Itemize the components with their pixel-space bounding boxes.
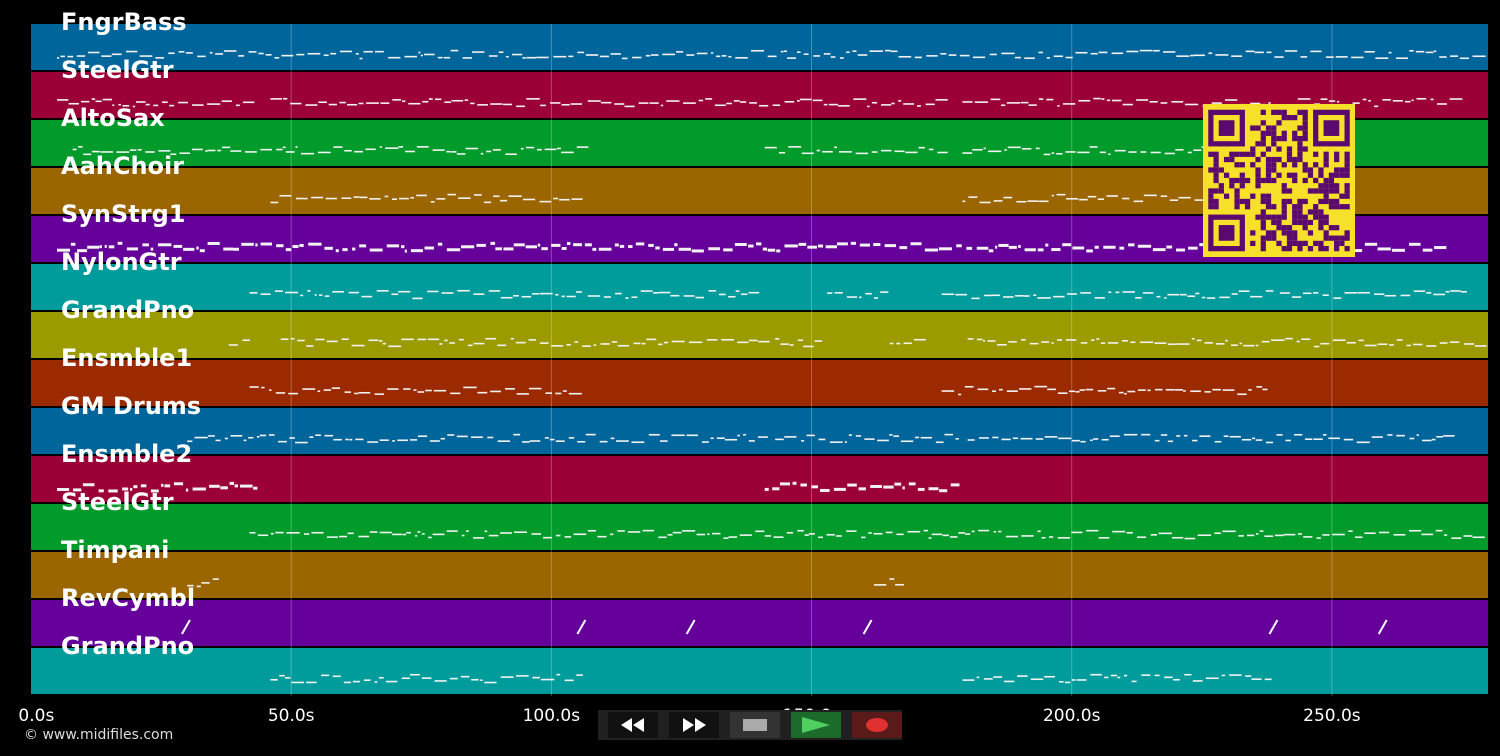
track-label: Timpani: [61, 536, 170, 564]
track-lane[interactable]: [31, 456, 1488, 502]
track-lane[interactable]: [31, 264, 1488, 310]
note-marks: [187, 578, 904, 588]
track-label: GrandPno: [61, 632, 195, 660]
track-label: AahChoir: [61, 152, 185, 180]
track-label: Ensmble1: [61, 344, 193, 372]
track-lane[interactable]: [31, 600, 1488, 646]
stop-button[interactable]: [730, 712, 780, 738]
track-label: NylonGtr: [61, 248, 182, 276]
fast-forward-icon: [683, 718, 706, 732]
track-lane[interactable]: [31, 552, 1488, 598]
note-marks: [270, 673, 1272, 684]
track-label: GM Drums: [61, 392, 202, 420]
rewind-icon: [621, 718, 644, 732]
rewind-button[interactable]: [608, 712, 658, 738]
track-lane[interactable]: [31, 360, 1488, 406]
track-label: GrandPno: [61, 296, 195, 324]
track-label: FngrBass: [61, 8, 187, 36]
track-lane[interactable]: [31, 408, 1488, 454]
note-marks: [181, 619, 1388, 635]
track-lane[interactable]: [31, 312, 1488, 358]
track-label: SteelGtr: [61, 488, 174, 516]
time-tick-label: 50.0s: [267, 706, 315, 726]
qr-code-icon[interactable]: [1203, 104, 1355, 257]
play-button[interactable]: [791, 712, 841, 738]
track-label: RevCymbl: [61, 584, 196, 612]
time-tick-label: 0.0s: [18, 706, 55, 726]
note-marks: [249, 289, 1467, 300]
fast-forward-button[interactable]: [669, 712, 719, 738]
play-icon: [802, 717, 830, 733]
track-lane[interactable]: [31, 504, 1488, 550]
time-tick-label: 250.0s: [1303, 706, 1361, 726]
track-label: Ensmble2: [61, 440, 193, 468]
track-lane[interactable]: [31, 648, 1488, 694]
time-tick-label: 100.0s: [522, 706, 581, 726]
note-marks: [228, 337, 1487, 348]
track-label: AltoSax: [61, 104, 165, 132]
note-marks: [249, 529, 1485, 540]
note-marks: [57, 481, 960, 493]
track-lane[interactable]: [31, 24, 1488, 70]
track-label: SynStrg1: [61, 200, 186, 228]
note-marks: [249, 385, 1268, 396]
note-marks: [187, 433, 1455, 444]
transport-controls: [598, 710, 902, 740]
record-button[interactable]: [852, 712, 902, 738]
note-marks: [57, 49, 1486, 60]
record-icon: [866, 718, 888, 732]
track-lanes: [31, 24, 1488, 696]
stop-icon: [743, 719, 767, 731]
track-label: SteelGtr: [61, 56, 174, 84]
copyright-text: © www.midifiles.com: [24, 727, 174, 743]
time-tick-label: 200.0s: [1042, 706, 1101, 726]
